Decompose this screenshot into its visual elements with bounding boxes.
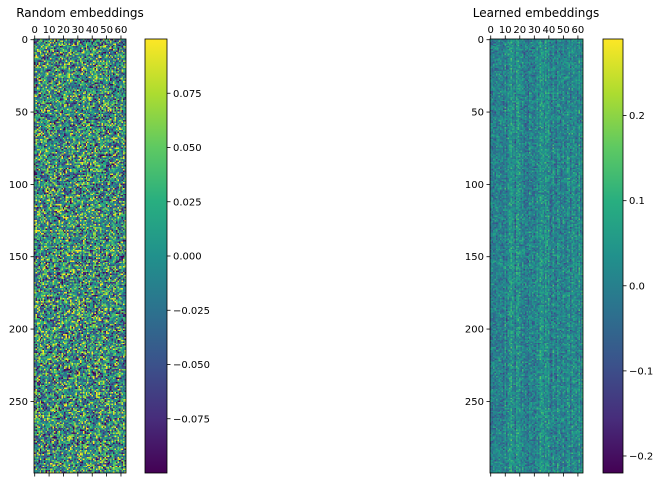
- panel-random: Random embeddings 0 10 20 30 40 50 60 05010015…: [9, 6, 210, 477]
- colorbar-random: [145, 39, 167, 473]
- x-tick-label: 0: [32, 25, 38, 36]
- y-tick-label: 150: [465, 252, 484, 263]
- x-tick-label: 0: [488, 25, 494, 36]
- y-tick-label: 250: [9, 397, 28, 408]
- y-tick-label: 150: [9, 252, 28, 263]
- y-tick-label: 200: [9, 325, 28, 336]
- colorbar-tick-label: 0.1: [629, 196, 645, 207]
- x-tick-label: 40: [86, 25, 99, 36]
- x-tick-label: 20: [57, 25, 70, 36]
- colorbar-tick-label: −0.2: [629, 451, 653, 462]
- heatmap-cells: [34, 39, 126, 473]
- y-tick-label: 250: [465, 397, 484, 408]
- colorbar-tick-label: −0.075: [173, 414, 210, 425]
- x-tick-label: 60: [115, 25, 128, 36]
- colorbar-tick-label: 0.0: [629, 281, 645, 292]
- colorbar-tick-label: −0.050: [173, 360, 210, 371]
- colorbar-tick-label: 0.075: [173, 89, 202, 100]
- y-tick-label: 0: [478, 35, 484, 46]
- title-random: Random embeddings: [16, 6, 144, 20]
- colorbar-tick-label: −0.025: [173, 306, 210, 317]
- x-ticks-random: 0 10 20 30 40 50 60: [32, 25, 128, 477]
- colorbar-ticks-learned: 0.2 0.1 0.0 −0.1 −0.2: [623, 111, 653, 462]
- colorbar-frame-learned: [602, 38, 624, 474]
- colorbar-tick-label: 0.025: [173, 197, 202, 208]
- colorbar-tick-label: 0.050: [173, 143, 202, 154]
- x-tick-label: 30: [528, 25, 541, 36]
- x-tick-label: 50: [100, 25, 113, 36]
- x-ticks-learned: 0 10 20 30 40 50 60: [488, 25, 585, 477]
- y-ticks-random: 0 50 100 150 200 250: [9, 35, 34, 408]
- panel-learned: Learned embeddings 0 10 20 30 40 50 60 0501001…: [465, 6, 653, 477]
- x-tick-label: 50: [557, 25, 570, 36]
- heatmap-cells: [490, 39, 583, 473]
- y-tick-label: 100: [9, 180, 28, 191]
- colorbar-tick-label: 0.000: [173, 252, 202, 263]
- colorbar-tick-label: 0.2: [629, 111, 645, 122]
- y-tick-label: 100: [465, 180, 484, 191]
- heatmap-learned: [489, 38, 584, 474]
- axes-frame: [489, 38, 584, 474]
- x-tick-label: 40: [542, 25, 555, 36]
- colorbar-learned: [603, 39, 623, 473]
- x-tick-label: 30: [71, 25, 84, 36]
- colorbar-ticks-random: 0.075 0.050 0.025 0.000 −0.025 −0.050 −0.075: [167, 89, 210, 425]
- y-tick-label: 0: [22, 35, 28, 46]
- y-tick-label: 200: [465, 325, 484, 336]
- heatmap-random: [33, 38, 127, 474]
- y-ticks-learned: 0 50 100 150 200 250: [465, 35, 490, 408]
- y-tick-label: 50: [471, 108, 484, 119]
- colorbar-tick-label: −0.1: [629, 366, 653, 377]
- x-tick-label: 20: [513, 25, 526, 36]
- axes-frame: [33, 38, 127, 474]
- x-tick-label: 10: [43, 25, 56, 36]
- x-tick-label: 10: [499, 25, 512, 36]
- x-tick-label: 60: [572, 25, 585, 36]
- y-tick-label: 50: [15, 108, 28, 119]
- title-learned: Learned embeddings: [473, 6, 599, 20]
